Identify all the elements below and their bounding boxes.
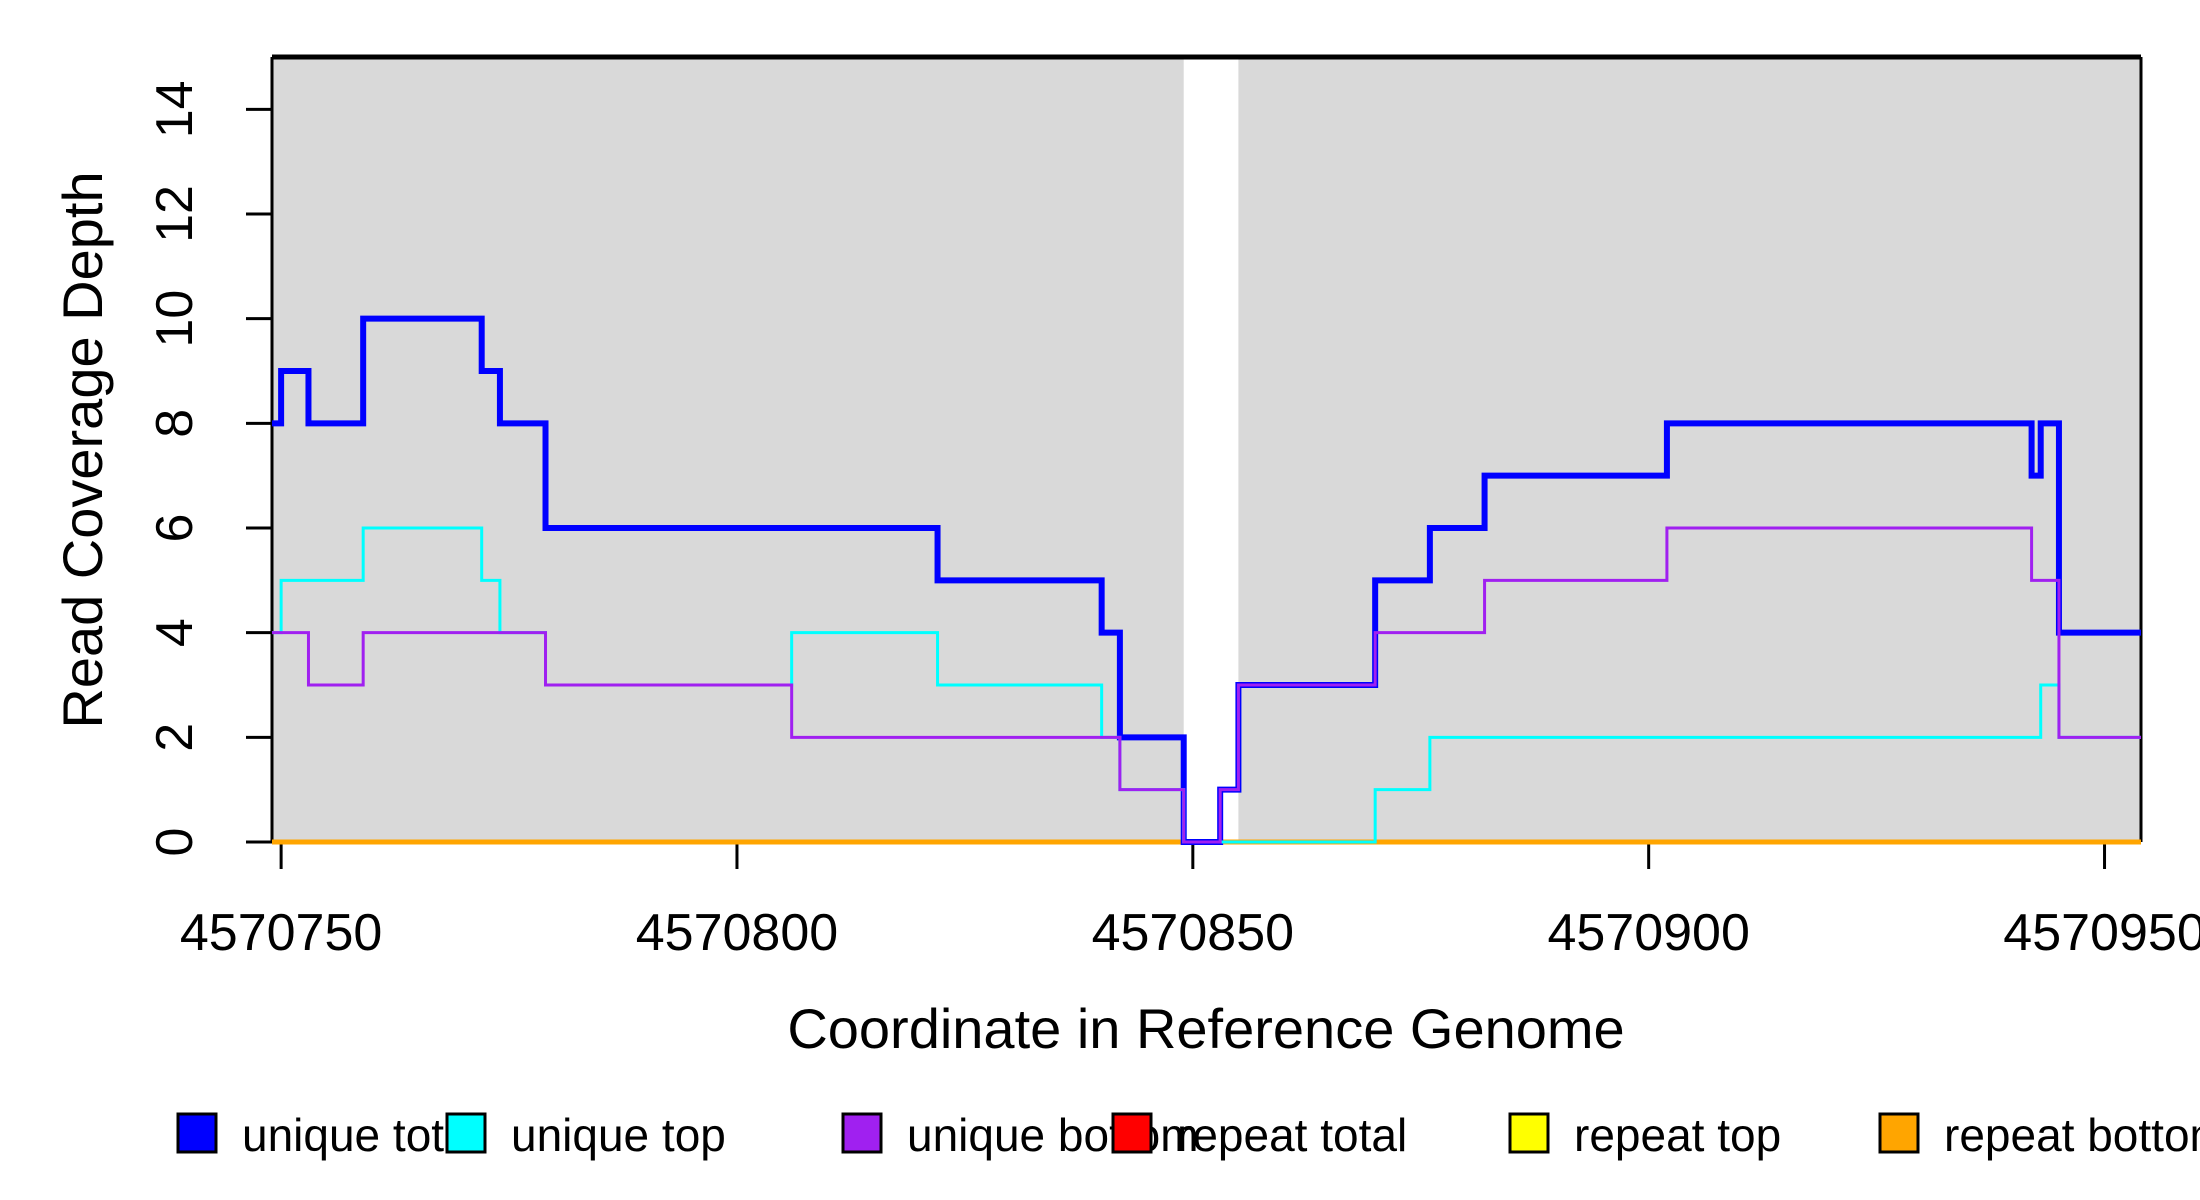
legend-label-unique-total: unique total [242, 1109, 480, 1161]
x-axis-tick-label: 4570850 [1092, 904, 1294, 962]
x-axis-tick-label: 4570800 [636, 904, 838, 962]
legend-swatch-unique-total [176, 1112, 218, 1154]
legend-swatch-repeat-bottom [1878, 1112, 1920, 1154]
y-axis-tick-label: 6 [146, 514, 204, 543]
y-axis-tick-label: 12 [146, 185, 204, 243]
legend-label-repeat-total: repeat total [1177, 1109, 1407, 1161]
legend-label-repeat-top: repeat top [1574, 1109, 1781, 1161]
y-axis-tick-label: 2 [146, 723, 204, 752]
y-axis-tick-label: 0 [146, 828, 204, 857]
series-line-unique-top [272, 526, 2141, 844]
chart-render-root: 0 2 4 6 8 10 12 14 4570750 4570800 4570850 4570900 4… [146, 54, 2200, 1161]
y-axis-title: Read Coverage Depth [51, 171, 114, 728]
legend-swatch-repeat-top [1508, 1112, 1550, 1154]
plot-background-band [1238, 57, 2141, 842]
y-axis-tick-label: 10 [146, 290, 204, 348]
x-axis-title: Coordinate in Reference Genome [787, 997, 1624, 1060]
x-axis-tick-label: 4570950 [2003, 904, 2200, 962]
y-axis-tick-label: 14 [146, 80, 204, 138]
legend-label-unique-top: unique top [511, 1109, 726, 1161]
legend-label-unique-bottom: unique bottom [907, 1109, 1199, 1161]
x-axis-tick-label: 4570900 [1547, 904, 1749, 962]
legend-swatch-unique-top [445, 1112, 487, 1154]
y-axis-tick-label: 8 [146, 409, 204, 438]
legend-swatch-repeat-total [1111, 1112, 1153, 1154]
legend-swatch-unique-bottom [841, 1112, 883, 1154]
x-axis-tick-label: 4570750 [180, 904, 382, 962]
plot-background-band [272, 57, 1184, 842]
series-line-unique-bottom [272, 526, 2141, 844]
y-axis-tick-label: 4 [146, 618, 204, 647]
legend-label-repeat-bottom: repeat bottom [1944, 1109, 2200, 1161]
